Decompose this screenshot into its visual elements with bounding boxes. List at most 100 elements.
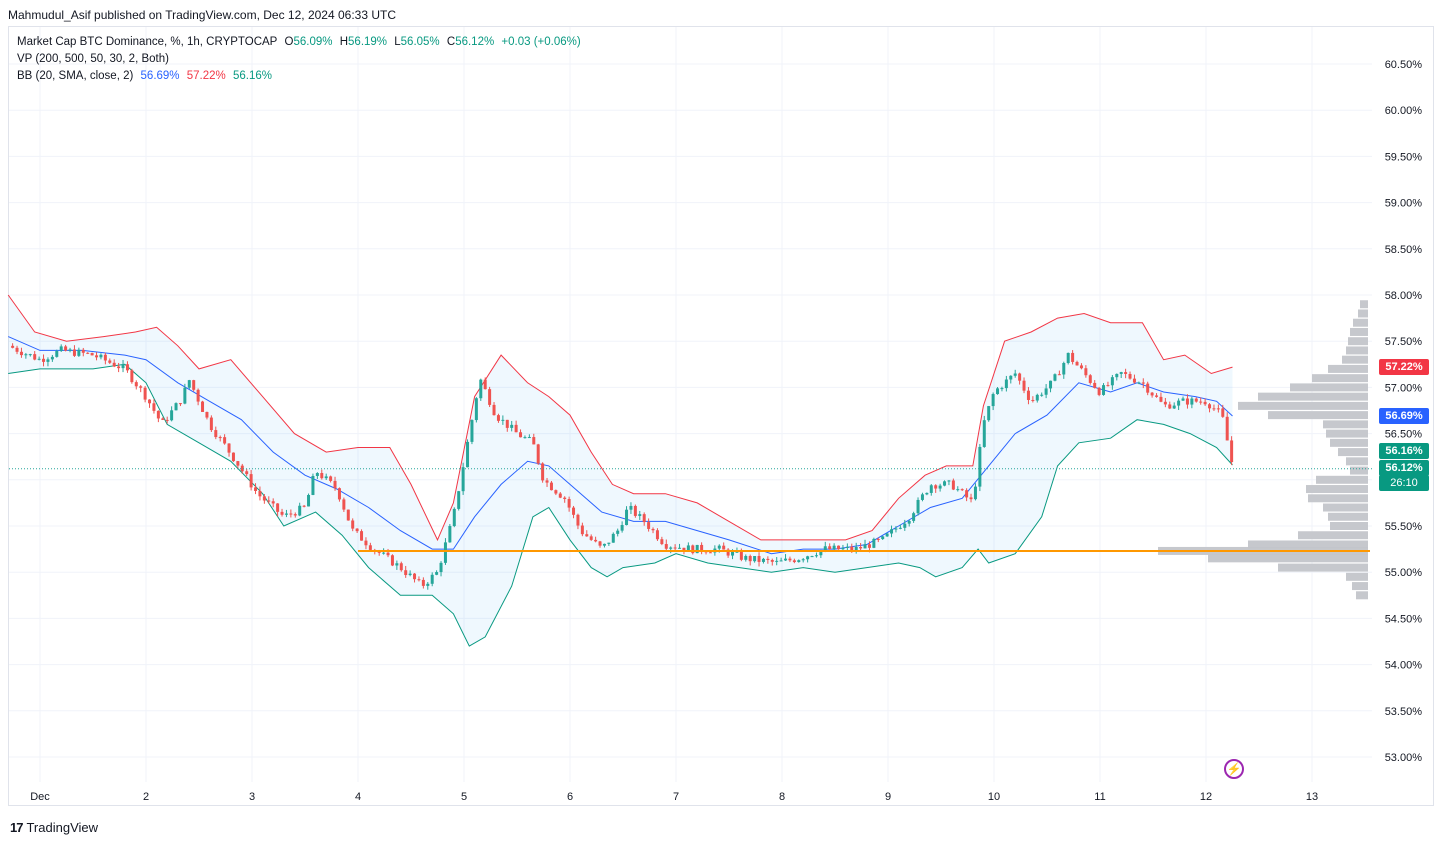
candle-body bbox=[969, 497, 973, 500]
candle-body bbox=[214, 430, 218, 438]
candle-body bbox=[218, 437, 222, 439]
candle-body bbox=[814, 555, 818, 557]
candle-body bbox=[223, 437, 227, 444]
volume-profile-bar bbox=[1306, 485, 1368, 494]
candle-body bbox=[413, 573, 417, 580]
bollinger-lower-line bbox=[8, 363, 1233, 647]
candle-body bbox=[192, 380, 196, 390]
candle-body bbox=[364, 540, 368, 546]
candle-body bbox=[1172, 405, 1176, 409]
candle-body bbox=[572, 507, 576, 515]
candle-body bbox=[929, 485, 933, 493]
candle-body bbox=[249, 474, 253, 488]
candle-body bbox=[86, 352, 90, 354]
legend-symbol: Market Cap BTC Dominance, %, 1h, CRYPTOC… bbox=[17, 36, 278, 48]
candle-body bbox=[558, 493, 562, 498]
candle-body bbox=[1150, 392, 1154, 396]
candle-body bbox=[664, 544, 668, 549]
candle-body bbox=[143, 387, 147, 400]
candle-body bbox=[231, 452, 235, 462]
candle-body bbox=[479, 379, 483, 399]
high-label: H bbox=[339, 36, 349, 48]
candle-body bbox=[585, 534, 589, 537]
legend-bb-row: BB (20, SMA, close, 2) 56.69% 57.22% 56.… bbox=[17, 70, 276, 82]
candle-body bbox=[669, 547, 673, 549]
candle-body bbox=[536, 444, 540, 464]
candle-body bbox=[152, 403, 156, 411]
candle-body bbox=[903, 523, 907, 528]
bollinger-basis-line bbox=[8, 336, 1233, 555]
candle-body bbox=[527, 437, 531, 439]
y-tick-label: 54.00% bbox=[1385, 660, 1423, 672]
candle-body bbox=[881, 536, 885, 540]
candle-body bbox=[1128, 373, 1132, 379]
candle-body bbox=[351, 520, 355, 529]
candle-body bbox=[1106, 385, 1110, 387]
volume-profile-bar bbox=[1352, 582, 1368, 591]
candle-body bbox=[1031, 399, 1035, 401]
close-label: C bbox=[446, 36, 456, 48]
volume-profile-bar bbox=[1353, 318, 1368, 327]
volume-profile-bar bbox=[1350, 466, 1368, 475]
candle-body bbox=[1009, 375, 1013, 380]
candle-body bbox=[806, 556, 810, 560]
candle-body bbox=[368, 545, 372, 550]
grid bbox=[9, 27, 1372, 782]
candle-body bbox=[227, 443, 231, 453]
bar-countdown: 26:10 bbox=[1379, 475, 1429, 491]
candle-body bbox=[837, 545, 841, 550]
candle-body bbox=[81, 349, 85, 353]
tradingview-logo-icon: 17 bbox=[10, 820, 24, 835]
candle-body bbox=[395, 563, 399, 566]
candle-body bbox=[271, 501, 275, 504]
candle-body bbox=[748, 555, 752, 562]
candle-body bbox=[792, 560, 796, 563]
candle-body bbox=[554, 490, 558, 494]
volume-profile-bar bbox=[1330, 522, 1368, 530]
candle-body bbox=[625, 509, 629, 526]
candle-body bbox=[209, 417, 213, 431]
volume-profile-bar bbox=[1308, 494, 1368, 503]
candle-body bbox=[735, 551, 739, 553]
candle-body bbox=[576, 514, 580, 526]
candle-body bbox=[1155, 395, 1159, 397]
candle-body bbox=[819, 550, 823, 556]
candle-body bbox=[965, 490, 969, 498]
bollinger-upper-line bbox=[7, 294, 1233, 542]
publisher-line: Mahmudul_Asif published on TradingView.c… bbox=[8, 8, 397, 22]
candle-body bbox=[324, 476, 328, 479]
volume-profile-bar bbox=[1258, 392, 1368, 401]
x-tick-label: 9 bbox=[885, 791, 891, 803]
lightning-icon[interactable]: ⚡ bbox=[1224, 759, 1244, 779]
candle-body bbox=[1159, 396, 1163, 402]
x-tick-label: 8 bbox=[779, 791, 785, 803]
bb-basis-price-tag: 56.69% bbox=[1379, 408, 1429, 424]
candle-body bbox=[236, 461, 240, 466]
volume-profile-bar bbox=[1346, 346, 1368, 355]
candle-body bbox=[810, 556, 814, 558]
candle-body bbox=[620, 525, 624, 531]
candle-body bbox=[46, 359, 50, 362]
candle-body bbox=[165, 419, 169, 421]
candle-body bbox=[457, 491, 461, 509]
candle-body bbox=[1040, 394, 1044, 396]
candle-body bbox=[991, 394, 995, 407]
legend-vp-row: VP (200, 500, 50, 30, 2, Both) bbox=[17, 53, 173, 65]
volume-profile-bar bbox=[1323, 420, 1368, 429]
candle-body bbox=[170, 410, 174, 421]
candle-body bbox=[1018, 373, 1022, 381]
candle-body bbox=[452, 508, 456, 527]
x-tick-label: 2 bbox=[143, 791, 149, 803]
candle-body bbox=[1208, 404, 1212, 409]
x-tick-label: 10 bbox=[988, 791, 1000, 803]
candle-body bbox=[757, 556, 761, 562]
candle-body bbox=[925, 492, 929, 495]
candle-body bbox=[845, 546, 849, 548]
candle-body bbox=[797, 560, 801, 563]
candle-body bbox=[660, 539, 664, 545]
candle-body bbox=[77, 349, 81, 356]
candle-body bbox=[549, 482, 553, 491]
candle-body bbox=[1097, 387, 1101, 395]
candle-body bbox=[890, 529, 894, 534]
